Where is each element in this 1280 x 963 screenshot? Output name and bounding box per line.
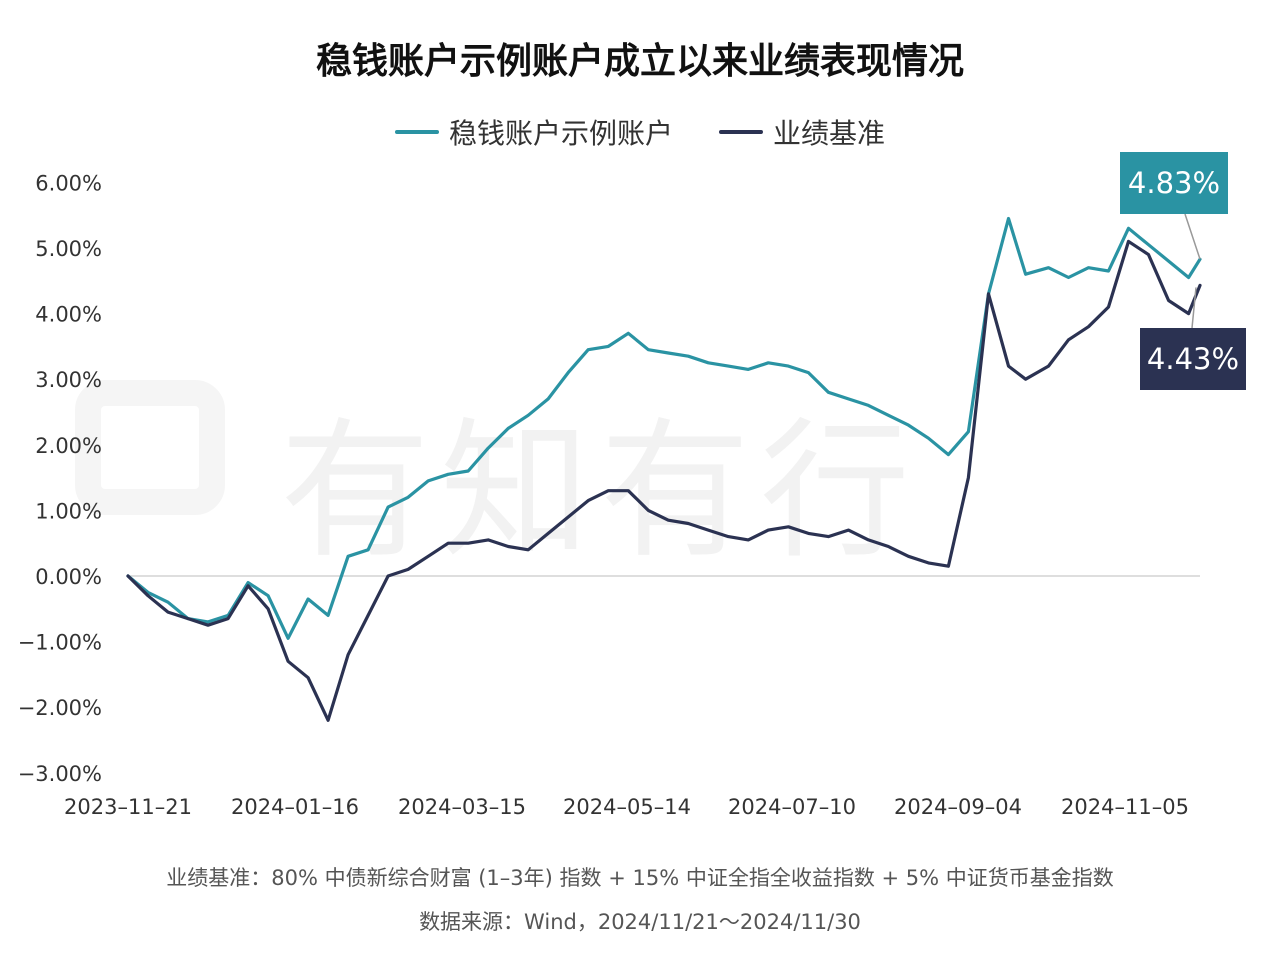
- legend-swatch-account: [394, 130, 439, 134]
- y-tick-label: 6.00%: [35, 171, 102, 195]
- callout-benchmark-value: 4.43%: [1140, 328, 1246, 390]
- legend-label-benchmark: 业绩基准: [773, 117, 886, 150]
- x-tick-label: 2024–05–14: [563, 795, 691, 819]
- legend-label-account: 稳钱账户示例账户: [448, 117, 673, 150]
- callout-account-value: 4.83%: [1120, 152, 1228, 214]
- source-note: 数据来源：Wind，2024/11/21～2024/11/30: [419, 910, 861, 934]
- watermark-logo: [75, 380, 225, 515]
- series-line-benchmark: [126, 239, 1202, 722]
- x-tick-label: 2024–09–04: [894, 795, 1022, 819]
- x-tick-label: 2023–11–21: [64, 795, 192, 819]
- x-tick-label: 2024–11–05: [1061, 795, 1189, 819]
- y-tick-label: 2.00%: [35, 434, 102, 458]
- watermark-text: 有知有行: [280, 405, 921, 579]
- legend-item-benchmark: 业绩基准: [719, 112, 885, 152]
- y-tick-label: −1.00%: [18, 631, 102, 655]
- y-tick-label: 5.00%: [35, 237, 102, 261]
- callout-leader-account: [1184, 213, 1201, 260]
- y-tick-label: −2.00%: [18, 696, 102, 720]
- benchmark-note: 业绩基准：80% 中债新综合财富 (1–3年) 指数 + 15% 中证全指全收益…: [166, 866, 1114, 890]
- y-tick-label: 4.00%: [35, 303, 102, 327]
- x-tick-label: 2024–07–10: [728, 795, 856, 819]
- legend-swatch-benchmark: [719, 130, 763, 134]
- x-tick-label: 2024–03–15: [398, 795, 526, 819]
- y-tick-label: 1.00%: [35, 499, 102, 523]
- legend-item-account: 稳钱账户示例账户: [394, 112, 673, 152]
- y-tick-label: 0.00%: [35, 565, 102, 589]
- series-line-account: [126, 216, 1202, 640]
- y-tick-label: 3.00%: [35, 368, 102, 392]
- chart-legend: 稳钱账户示例账户 业绩基准: [0, 112, 1280, 152]
- x-tick-label: 2024–01–16: [231, 795, 359, 819]
- chart-title: 稳钱账户示例账户成立以来业绩表现情况: [315, 41, 964, 82]
- callout-leader-benchmark: [1191, 287, 1197, 329]
- y-tick-label: −3.00%: [18, 762, 102, 786]
